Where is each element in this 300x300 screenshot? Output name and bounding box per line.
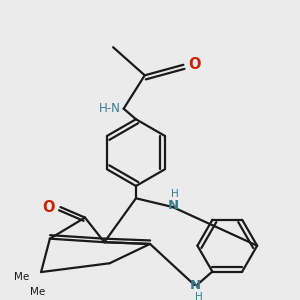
Text: O: O [43, 200, 55, 214]
Text: N: N [167, 199, 178, 212]
Text: H-N: H-N [99, 102, 121, 115]
Text: O: O [189, 57, 201, 72]
Text: N: N [190, 279, 201, 292]
Text: Me: Me [30, 287, 45, 297]
Text: Me: Me [14, 272, 29, 282]
Text: H: H [195, 292, 203, 300]
Text: H: H [171, 189, 178, 199]
